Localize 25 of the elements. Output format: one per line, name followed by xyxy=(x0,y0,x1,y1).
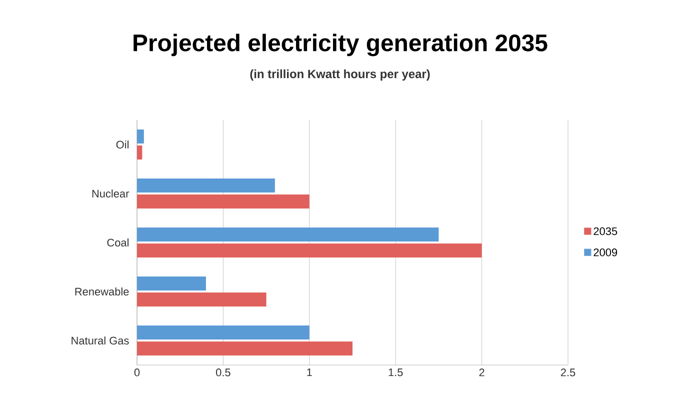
bar xyxy=(137,130,144,144)
x-tick-label: 1 xyxy=(307,368,312,376)
bar xyxy=(137,145,142,160)
chart-title: Projected electricity generation 2035 xyxy=(134,34,548,56)
bar xyxy=(137,194,310,208)
y-tick-label: Renewable xyxy=(75,287,129,296)
y-tick-label: Natural Gas xyxy=(72,336,129,345)
x-tick-label: 0.5 xyxy=(216,368,230,376)
bar xyxy=(137,243,482,258)
legend-label: 2035 xyxy=(594,227,618,236)
y-tick-label: Coal xyxy=(107,238,128,247)
y-tick-label: Oil xyxy=(116,140,128,149)
bar xyxy=(137,178,275,193)
bar xyxy=(137,276,206,291)
x-tick-label: 2 xyxy=(479,368,484,376)
bar xyxy=(137,292,266,306)
bar xyxy=(137,342,353,356)
bar xyxy=(137,228,439,242)
y-tick-label: Nuclear xyxy=(92,189,130,198)
chart-subtitle: (in trillion Kwatt hours per year) xyxy=(250,69,430,81)
x-tick-label: 1.5 xyxy=(388,368,403,376)
bar xyxy=(137,326,310,340)
x-tick-label: 0 xyxy=(134,368,140,376)
legend-label: 2009 xyxy=(594,248,618,256)
x-tick-label: 2.5 xyxy=(560,368,576,376)
